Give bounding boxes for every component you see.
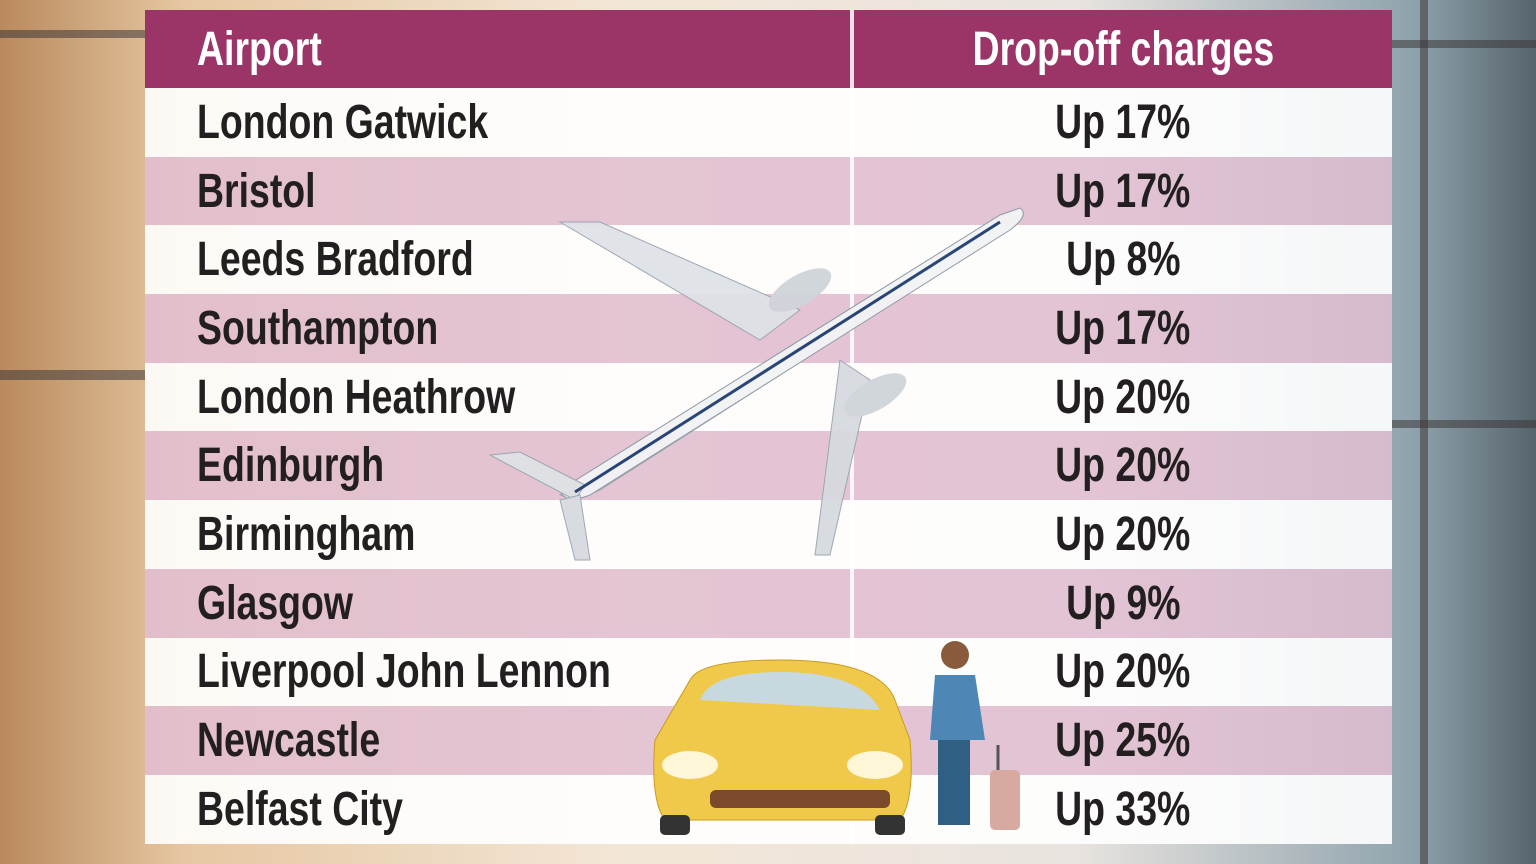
table-row: Leeds Bradford Up 8%: [145, 225, 1392, 295]
window-frame: [1392, 420, 1536, 428]
window-frame: [0, 30, 145, 38]
charge-text: Up 17%: [1055, 95, 1191, 149]
airport-text: Newcastle: [197, 714, 381, 768]
airport-text: Edinburgh: [197, 439, 385, 493]
table-cell: Up 33%: [850, 774, 1392, 844]
table-cell: Up 8%: [850, 225, 1392, 295]
table-cell: Glasgow: [145, 576, 850, 631]
header-cell: Drop-off charges: [850, 10, 1392, 88]
table-cell: Up 17%: [850, 156, 1392, 226]
table-row: Newcastle Up 25%: [145, 706, 1392, 775]
charge-text: Up 25%: [1055, 714, 1191, 768]
charge-text: Up 20%: [1055, 439, 1191, 493]
table-row: Bristol Up 17%: [145, 156, 1392, 226]
charge-text: Up 17%: [1055, 164, 1191, 218]
table-cell: London Gatwick: [145, 95, 850, 150]
table-cell: Up 20%: [850, 362, 1392, 432]
table-row: Belfast City Up 33%: [145, 774, 1392, 844]
table-cell: Liverpool John Lennon: [145, 644, 850, 699]
window-frame: [0, 370, 145, 380]
header-cell: Airport: [145, 22, 850, 77]
table-cell: Leeds Bradford: [145, 232, 850, 287]
table-row: Edinburgh Up 20%: [145, 431, 1392, 501]
table-cell: Up 9%: [850, 568, 1392, 638]
charge-text: Up 20%: [1055, 370, 1191, 424]
table-cell: Birmingham: [145, 507, 850, 562]
window-frame: [1392, 40, 1536, 48]
charge-text: Up 9%: [1065, 576, 1181, 630]
table-row: Southampton Up 17%: [145, 294, 1392, 363]
table-cell: Up 20%: [850, 431, 1392, 501]
charge-text: Up 20%: [1055, 507, 1191, 561]
window-frame: [1420, 0, 1428, 864]
charge-text: Up 8%: [1065, 233, 1181, 287]
airport-text: Belfast City: [197, 782, 403, 836]
table-cell: Bristol: [145, 164, 850, 219]
airport-text: Liverpool John Lennon: [197, 645, 611, 699]
airport-text: London Gatwick: [197, 95, 489, 149]
airport-text: Glasgow: [197, 576, 354, 630]
table-row: Glasgow Up 9%: [145, 568, 1392, 638]
table-row: Liverpool John Lennon Up 20%: [145, 637, 1392, 707]
table-cell: Up 17%: [850, 294, 1392, 363]
table-cell: Up 17%: [850, 88, 1392, 157]
table-cell: Southampton: [145, 301, 850, 356]
table-cell: Up 20%: [850, 500, 1392, 569]
table: Airport Drop-off charges London Gatwick U…: [145, 10, 1392, 844]
charge-text: Up 20%: [1055, 645, 1191, 699]
charge-text: Up 33%: [1055, 782, 1191, 836]
table-cell: Belfast City: [145, 782, 850, 837]
airport-text: London Heathrow: [197, 370, 516, 424]
airport-text: Birmingham: [197, 507, 416, 561]
airport-text: Southampton: [197, 301, 439, 355]
table-row: London Heathrow Up 20%: [145, 362, 1392, 432]
table-row: London Gatwick Up 17%: [145, 88, 1392, 157]
table-cell: Newcastle: [145, 713, 850, 768]
header-text: Airport: [197, 22, 322, 76]
airport-text: Bristol: [197, 164, 316, 218]
table-row: Birmingham Up 20%: [145, 500, 1392, 569]
table-cell: London Heathrow: [145, 370, 850, 425]
airport-text: Leeds Bradford: [197, 233, 474, 287]
table-cell: Up 20%: [850, 637, 1392, 707]
charge-text: Up 17%: [1055, 301, 1191, 355]
header-row: Airport Drop-off charges: [145, 10, 1392, 88]
table-cell: Edinburgh: [145, 438, 850, 493]
table-cell: Up 25%: [850, 706, 1392, 775]
header-text: Drop-off charges: [972, 22, 1274, 76]
